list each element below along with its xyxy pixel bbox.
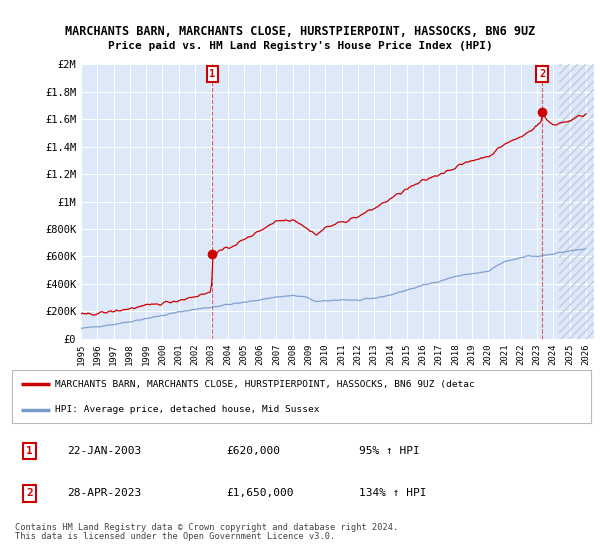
Text: 22-JAN-2003: 22-JAN-2003 (67, 446, 141, 456)
Text: MARCHANTS BARN, MARCHANTS CLOSE, HURSTPIERPOINT, HASSOCKS, BN6 9UZ: MARCHANTS BARN, MARCHANTS CLOSE, HURSTPI… (65, 25, 535, 38)
Text: 2: 2 (539, 69, 545, 79)
Text: Price paid vs. HM Land Registry's House Price Index (HPI): Price paid vs. HM Land Registry's House … (107, 41, 493, 51)
Text: HPI: Average price, detached house, Mid Sussex: HPI: Average price, detached house, Mid … (55, 405, 320, 414)
Text: 1: 1 (209, 69, 215, 79)
Text: 1: 1 (26, 446, 33, 456)
Text: £1,650,000: £1,650,000 (226, 488, 294, 498)
Bar (559, 64, 594, 339)
Text: £620,000: £620,000 (226, 446, 280, 456)
Text: 2: 2 (26, 488, 33, 498)
Text: MARCHANTS BARN, MARCHANTS CLOSE, HURSTPIERPOINT, HASSOCKS, BN6 9UZ (detac: MARCHANTS BARN, MARCHANTS CLOSE, HURSTPI… (55, 380, 475, 389)
Text: 95% ↑ HPI: 95% ↑ HPI (359, 446, 420, 456)
Text: 28-APR-2023: 28-APR-2023 (67, 488, 141, 498)
Text: Contains HM Land Registry data © Crown copyright and database right 2024.: Contains HM Land Registry data © Crown c… (15, 523, 398, 533)
Text: This data is licensed under the Open Government Licence v3.0.: This data is licensed under the Open Gov… (15, 532, 335, 541)
Text: 134% ↑ HPI: 134% ↑ HPI (359, 488, 427, 498)
